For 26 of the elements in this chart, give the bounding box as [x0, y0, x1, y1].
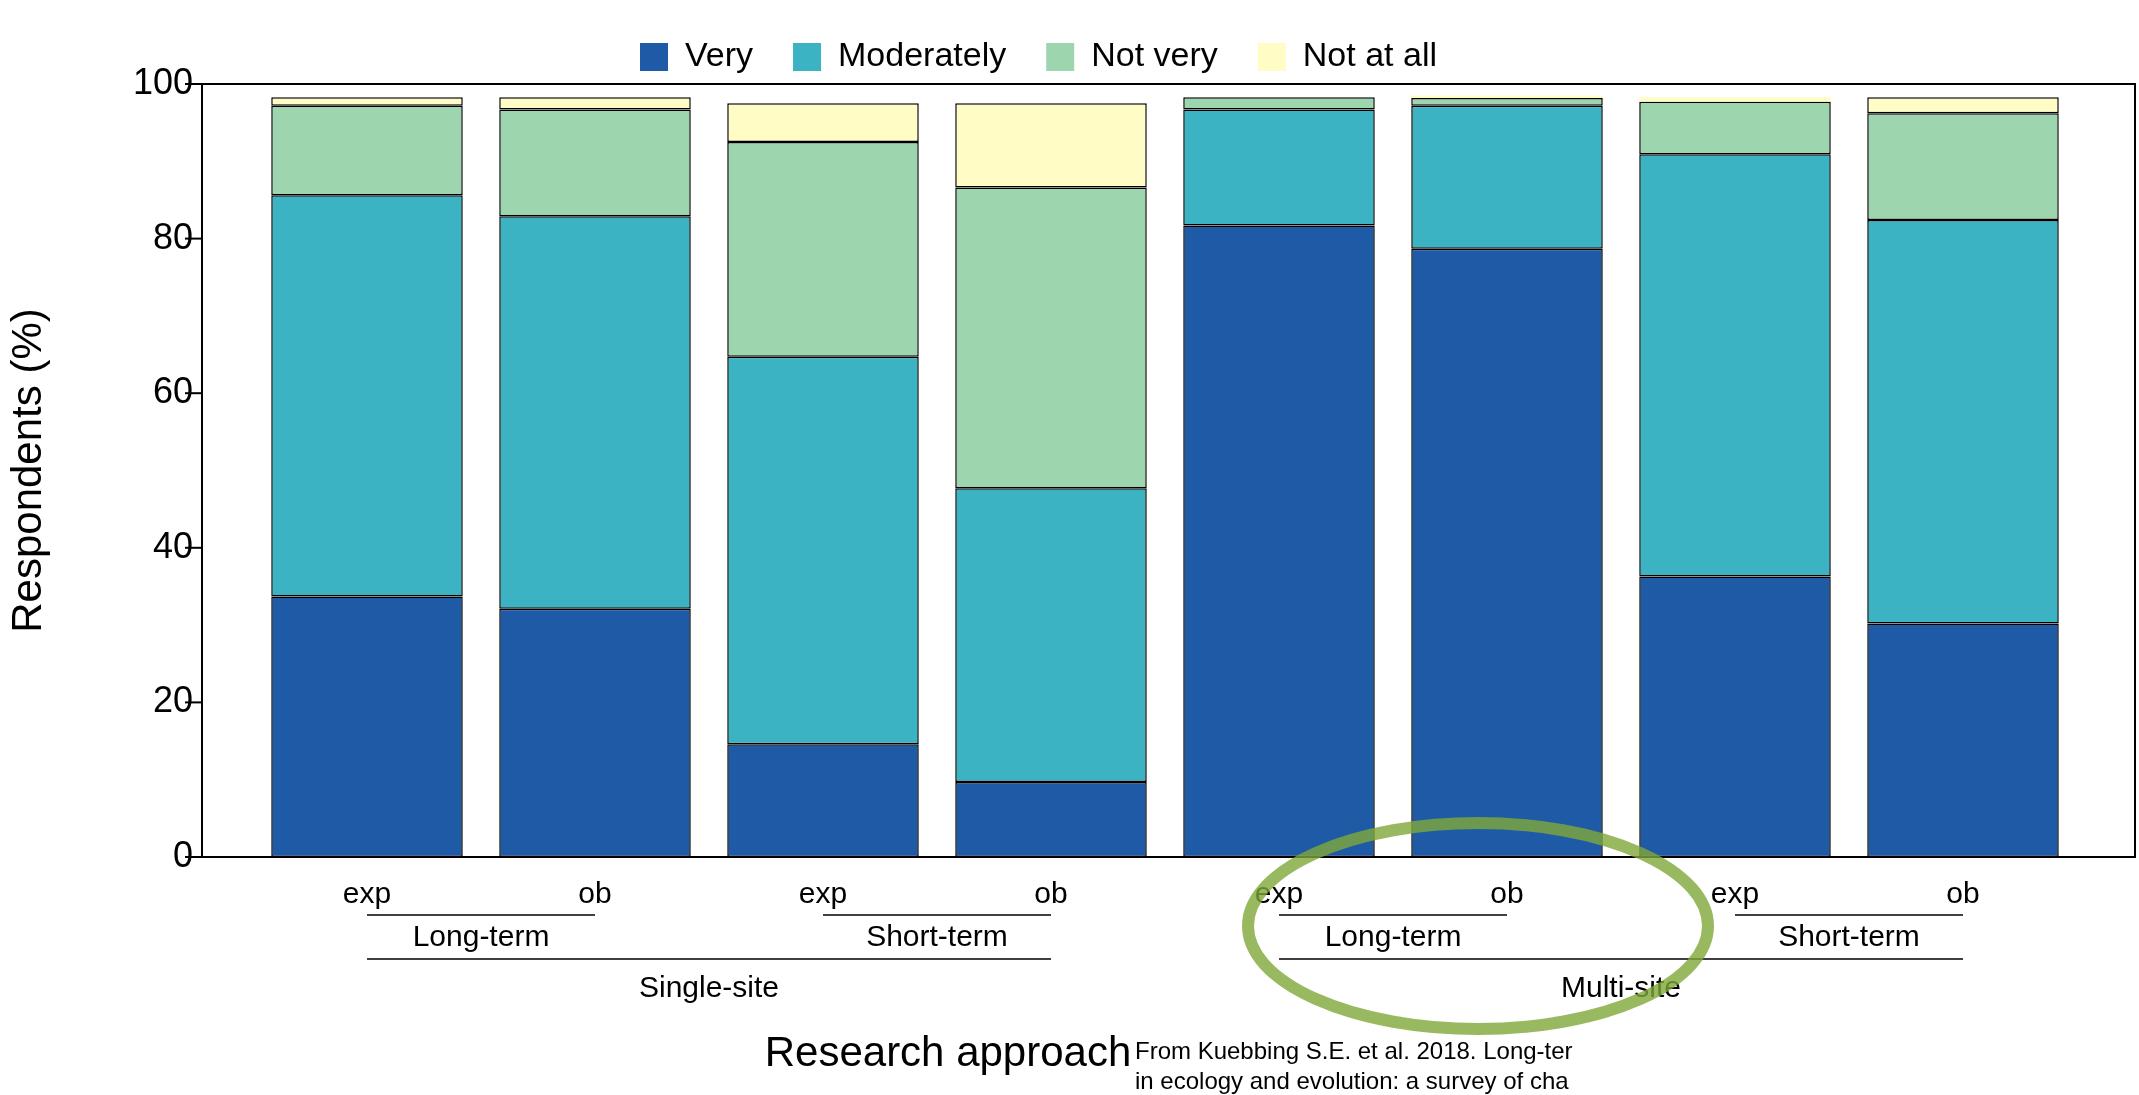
text: From Kuebbing S.E. et al. 2018. Long-ter [1135, 1036, 1573, 1064]
y-tick-label: 0 [172, 833, 193, 875]
y-tick-label: 40 [152, 524, 193, 566]
text: Short-term [866, 919, 1008, 953]
legend-label: Not very [1091, 35, 1218, 74]
text: Long-term [1324, 919, 1462, 953]
legend-label: Very [685, 35, 754, 74]
legend-label: Moderately [838, 35, 1007, 74]
x-tick-label: ob [1946, 876, 1980, 910]
y-axis-title: Respondents (%) [2, 308, 50, 633]
x-tick-label: exp [342, 876, 392, 910]
y-tick-label: 60 [152, 370, 193, 412]
legend-label: Not at all [1302, 35, 1438, 74]
x-tick-label: ob [1034, 876, 1068, 910]
x-tick-label: ob [1490, 876, 1524, 910]
text: Short-term [1778, 919, 1920, 953]
y-tick-label: 80 [152, 215, 193, 257]
x-axis-title: Research approach [764, 1027, 1132, 1075]
x-tick-label: exp [1710, 876, 1760, 910]
y-tick-label: 20 [152, 679, 193, 721]
text: Single-site [638, 970, 780, 1004]
x-tick-label: ob [578, 876, 612, 910]
y-tick-label: 100 [132, 60, 193, 102]
text: Long-term [412, 919, 550, 953]
text: in ecology and evolution: a survey of cha [1135, 1066, 1570, 1094]
x-tick-label: exp [798, 876, 848, 910]
